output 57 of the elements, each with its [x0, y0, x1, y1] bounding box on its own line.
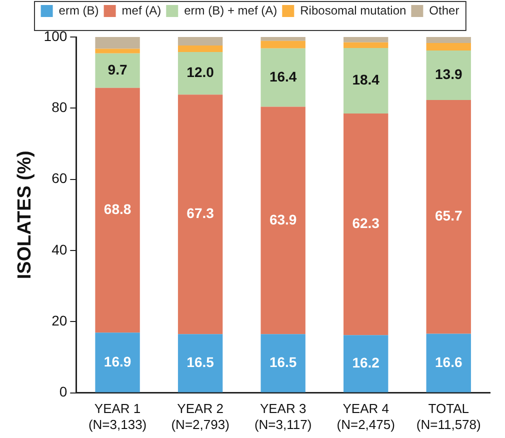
data-label: 16.5 — [269, 354, 297, 370]
data-label: 68.8 — [104, 201, 132, 218]
bar — [426, 37, 471, 44]
data-label: 16.6 — [434, 354, 462, 370]
y-tick-label: 20 — [52, 312, 68, 328]
bar — [178, 46, 223, 52]
data-label: 63.9 — [269, 211, 297, 228]
bar — [426, 100, 471, 334]
bar — [95, 53, 140, 88]
y-tick-label: 100 — [44, 28, 68, 44]
y-tick-label: 40 — [52, 241, 68, 258]
x-tick-label: YEAR 2 (N=2,793) — [171, 401, 230, 432]
x-tick-label: YEAR 3 (N=3,117) — [254, 401, 312, 432]
bar — [178, 37, 223, 46]
bar — [426, 334, 471, 392]
data-label: 12.0 — [186, 64, 214, 80]
y-tick-label: 60 — [52, 170, 68, 186]
data-label: 18.4 — [352, 72, 380, 88]
y-tick-label: 0 — [59, 384, 68, 400]
legend-label: erm (B) + mef (A) — [184, 3, 278, 18]
x-tick-label: TOTAL (N=11,578) — [416, 401, 481, 432]
bar — [95, 88, 140, 333]
bar — [95, 332, 140, 392]
bar — [344, 37, 388, 42]
y-axis-title: ISOLATES (%) — [14, 150, 36, 280]
data-label: 16.5 — [186, 354, 214, 370]
bar — [95, 48, 140, 54]
data-label: 65.7 — [434, 208, 462, 224]
x-tick-label: YEAR 4 (N=2,475) — [336, 401, 395, 432]
data-label: 13.9 — [434, 66, 462, 82]
data-label: 16.2 — [352, 354, 380, 371]
bar — [260, 334, 306, 392]
bar — [344, 335, 388, 392]
bar — [344, 48, 388, 114]
bar — [260, 48, 306, 107]
data-label: 16.9 — [104, 353, 132, 370]
legend-label: erm (B) — [58, 3, 99, 18]
bar — [344, 42, 388, 48]
bar — [178, 94, 223, 334]
data-label: 16.4 — [269, 68, 297, 84]
bar — [426, 43, 471, 51]
legend-label: mef (A) — [122, 3, 162, 18]
bar — [344, 113, 388, 336]
bar — [260, 40, 306, 48]
legend-label: Ribosomal mutation — [300, 3, 406, 18]
data-label: 9.7 — [108, 61, 128, 78]
bar — [95, 37, 140, 49]
data-label: 67.3 — [186, 205, 214, 222]
bar — [260, 106, 306, 334]
bar — [260, 37, 306, 41]
y-tick-label: 80 — [52, 99, 68, 116]
legend-label: Other — [429, 3, 460, 18]
x-tick-label: YEAR 1 (N=3,133) — [88, 401, 147, 432]
bar — [178, 334, 223, 392]
bar — [426, 50, 471, 100]
bar — [178, 52, 223, 95]
data-label: 62.3 — [352, 215, 380, 232]
